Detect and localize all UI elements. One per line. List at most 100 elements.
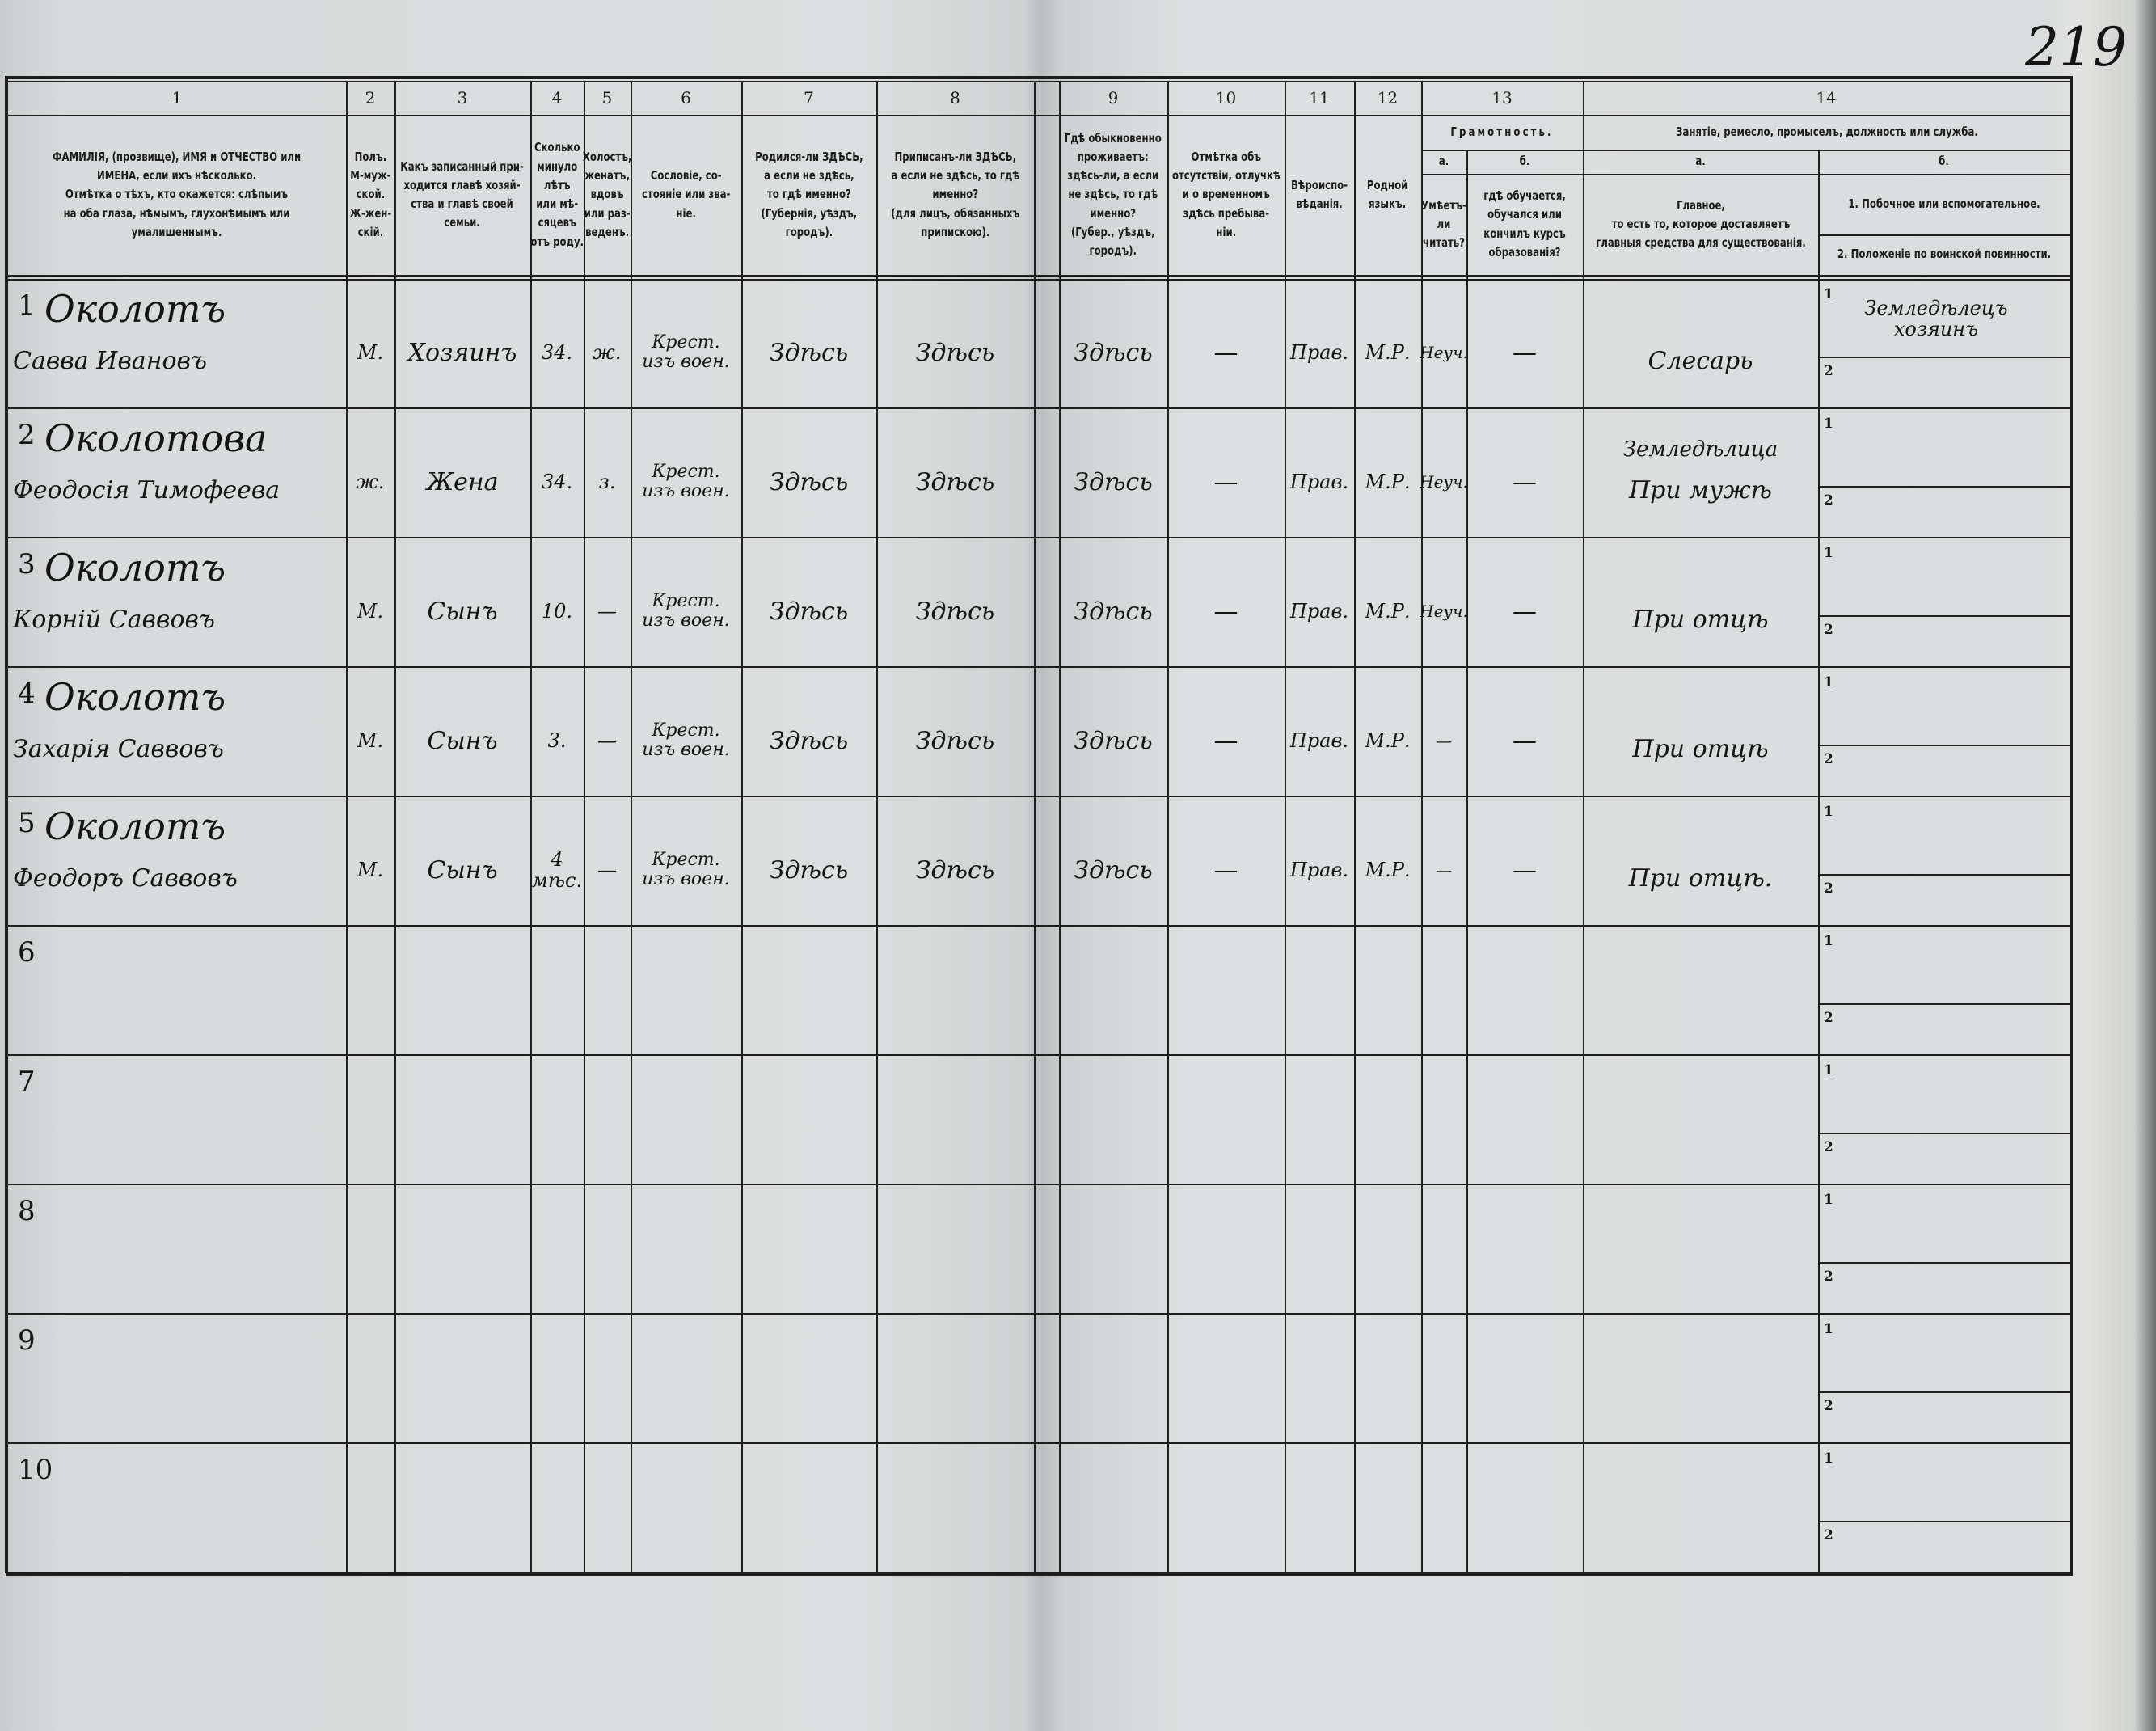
- cell-religion: Прав.: [1289, 728, 1349, 752]
- column-header: ФАМИЛІЯ, (прозвище), ИМЯ и ОТЧЕСТВО или …: [53, 149, 302, 239]
- table-top-border-inner: [6, 81, 2073, 82]
- table-bottom-border: [6, 1573, 2073, 1576]
- cell-marital: з.: [598, 470, 616, 493]
- column-number: 2: [365, 88, 376, 108]
- row-number: 2: [18, 419, 36, 452]
- row-divider: [8, 796, 2070, 797]
- column-header: Отмѣтка объ отсутствіи, отлучкѣ и о врем…: [1171, 149, 1281, 239]
- header-bottom-divider: [8, 275, 2070, 277]
- column-divider: [1354, 81, 1356, 1573]
- cell-religion: Прав.: [1289, 599, 1349, 623]
- cell-marital: —: [597, 728, 617, 752]
- cell-religion: Прав.: [1289, 340, 1349, 364]
- column-divider: [1034, 81, 1036, 1573]
- subrow-divider: [1818, 874, 2070, 876]
- subrow-label-1: 1: [1824, 1450, 1833, 1467]
- cell-education: —: [1513, 726, 1537, 755]
- column-number: 1: [171, 88, 183, 108]
- cell-relation: Сынъ: [427, 597, 498, 626]
- cell-literate: Неуч.: [1420, 343, 1468, 362]
- cell-residence: Здѣсь: [1074, 855, 1153, 884]
- column-divider: [741, 81, 743, 1573]
- cell-age: 34.: [541, 340, 573, 364]
- row-number: 10: [18, 1454, 53, 1487]
- cell-relation: Сынъ: [427, 855, 498, 884]
- subrow-label-2: 2: [1824, 751, 1833, 767]
- cell-estate: Крест. изъ воен.: [642, 461, 730, 501]
- surname: Околотъ: [44, 545, 226, 589]
- column-divider: [530, 81, 532, 1573]
- header-divider: [1421, 174, 2070, 175]
- cell-religion: Прав.: [1289, 858, 1349, 881]
- column-header: Вѣроиспо- вѣданія.: [1290, 177, 1348, 211]
- cell-occupation: При отцѣ: [1632, 734, 1769, 763]
- column-divider: [1583, 81, 1584, 1573]
- cell-education: —: [1513, 467, 1537, 496]
- header-divider: [1818, 234, 2070, 236]
- column-number: 9: [1108, 88, 1119, 108]
- column-divider: [876, 81, 878, 1573]
- subrow-divider: [1818, 1133, 2070, 1134]
- row-divider: [8, 407, 2070, 409]
- subrow-label-2: 2: [1824, 880, 1833, 897]
- column-divider: [584, 81, 585, 1573]
- surname: Околотъ: [44, 674, 226, 719]
- subrow-label-2: 2: [1824, 622, 1833, 638]
- subrow-divider: [1818, 486, 2070, 488]
- cell-education: —: [1513, 338, 1537, 367]
- literacy-a-label: Умѣетъ- ли читать?: [1421, 197, 1466, 251]
- occupation-b-letter: б.: [1939, 154, 1949, 169]
- subrow-label-1: 1: [1824, 1192, 1833, 1208]
- row-divider: [8, 537, 2070, 538]
- subrow-divider: [1818, 1003, 2070, 1005]
- literacy-b-label: гдѣ обучается, обучался или кончилъ курс…: [1483, 188, 1566, 260]
- occupation-b-item1: 1. Побочное или вспомогательное.: [1848, 196, 2040, 211]
- subrow-label-1: 1: [1824, 416, 1833, 432]
- column-header: Сословіе, со- стояніе или зва- ніе.: [641, 168, 731, 221]
- cell-secondary-occupation: [1835, 804, 2037, 868]
- cell-sex: ж.: [356, 470, 385, 493]
- row-divider: [8, 1054, 2070, 1056]
- cell-born: Здѣсь: [769, 467, 849, 496]
- subrow-label-2: 2: [1824, 1398, 1833, 1414]
- cell-literate: —: [1436, 860, 1452, 880]
- cell-residence: Здѣсь: [1074, 338, 1153, 367]
- column-number: 6: [681, 88, 691, 108]
- row-divider: [8, 1313, 2070, 1315]
- cell-age: 4 мѣс.: [531, 847, 583, 892]
- column-header: Холостъ, женатъ, вдовъ или раз- веденъ.: [582, 149, 632, 239]
- cell-born: Здѣсь: [769, 597, 849, 626]
- column-divider: [394, 81, 396, 1573]
- column-number: 14: [1816, 88, 1837, 108]
- cell-estate: Крест. изъ воен.: [642, 331, 730, 372]
- row-number: 8: [18, 1195, 36, 1228]
- column-header: Сколько минуло лѣтъ или мѣ- сяцевъ отъ р…: [530, 140, 584, 249]
- cell-absence: —: [1213, 855, 1238, 884]
- cell-secondary-occupation: Земледѣлецъ хозяинъ: [1864, 296, 2008, 340]
- occupation-title: Занятіе, ремесло, промыселъ, должность и…: [1676, 124, 1978, 139]
- header-bottom-divider: [8, 279, 2070, 281]
- subrow-label-1: 1: [1824, 674, 1833, 690]
- cell-occupation: Слесарь: [1648, 346, 1753, 375]
- cell-secondary-occupation: [1835, 674, 2037, 739]
- table-left-border: [5, 76, 8, 1573]
- column-number: 11: [1309, 88, 1330, 108]
- column-divider: [1466, 150, 1468, 1573]
- cell-secondary-occupation: [1835, 416, 2037, 480]
- cell-marital: —: [597, 858, 617, 881]
- row-number: 4: [18, 678, 36, 711]
- column-divider: [346, 81, 348, 1573]
- column-divider: [631, 81, 632, 1573]
- column-number: 8: [950, 88, 960, 108]
- cell-sex: М.: [357, 599, 384, 623]
- cell-marital: —: [597, 599, 617, 623]
- cell-occupation: При отцѣ.: [1628, 863, 1773, 893]
- row-divider: [8, 925, 2070, 927]
- row-number: 1: [18, 289, 36, 323]
- cell-estate: Крест. изъ воен.: [642, 720, 730, 760]
- subrow-label-1: 1: [1824, 1062, 1833, 1079]
- subrow-label-1: 1: [1824, 804, 1833, 820]
- cell-age: 10.: [541, 599, 573, 623]
- cell-absence: —: [1213, 338, 1238, 367]
- cell-occupation-note: Земледѣлица: [1622, 437, 1778, 462]
